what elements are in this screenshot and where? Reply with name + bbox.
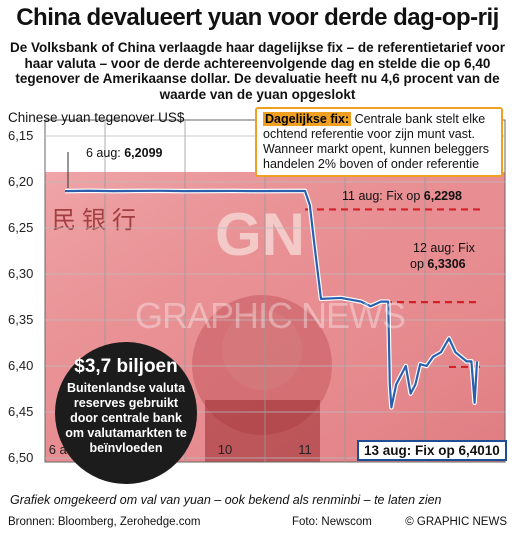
series-line-yuan xyxy=(64,189,479,409)
subtitle: De Volksbank of China verlaagde haar dag… xyxy=(10,40,505,102)
x-tick-3: 11 xyxy=(298,442,312,457)
fix-11-value: 6,2298 xyxy=(424,189,462,203)
fix-12-value: 6,3306 xyxy=(427,257,465,271)
start-annotation-label: 6 aug: xyxy=(86,146,124,160)
y-tick-0: 6,15 xyxy=(8,128,33,143)
footnote: Grafiek omgekeerd om val van yuan – ook … xyxy=(10,493,442,507)
watermark: GRAPHIC NEWS xyxy=(135,295,405,336)
fix-13-value: 6,4010 xyxy=(458,443,500,458)
reserves-bubble: $3,7 biljoen Buitenlandse valuta reserve… xyxy=(55,342,197,484)
banknote-background: 民 银 行 GN xyxy=(45,172,505,462)
fix-12-label2: op xyxy=(410,257,427,271)
y-axis-label: Chinese yuan tegenover US$ xyxy=(8,110,185,125)
svg-text:民 银 行: 民 银 行 xyxy=(52,207,136,234)
y-tick-5: 6,40 xyxy=(8,358,33,373)
sources: Bronnen: Bloomberg, Zerohedge.com xyxy=(8,516,201,528)
fix-11-annotation: 11 aug: Fix op 6,2298 xyxy=(342,189,462,203)
callout-heading: Dagelijkse fix: xyxy=(263,112,352,126)
start-annotation-value: 6,2099 xyxy=(124,146,162,160)
chart: 民 银 行 GN 6,15 6,20 6,25 6,30 6,35 6,40 6,45 6,5… xyxy=(8,110,506,465)
y-tick-labels: 6,15 6,20 6,25 6,30 6,35 6,40 6,45 6,50 xyxy=(8,128,33,465)
svg-text:GN: GN xyxy=(215,201,305,268)
series-line xyxy=(64,188,480,410)
brand-credit: © GRAPHIC NEWS xyxy=(405,516,507,528)
fix-13-label: 13 aug: Fix op xyxy=(364,443,459,458)
fix-12-annotation-2: op 6,3306 xyxy=(410,257,466,271)
start-annotation: 6 aug: 6,2099 xyxy=(86,146,163,160)
reserves-text: Buitenlandse valuta reserves gebruikt do… xyxy=(65,381,187,455)
callout-text: Centrale bank stelt elke ochtend referen… xyxy=(263,112,490,171)
daily-fix-callout: Dagelijkse fix: Centrale bank stelt elke… xyxy=(255,107,503,177)
y-tick-2: 6,25 xyxy=(8,220,33,235)
photo-credit: Foto: Newscom xyxy=(292,516,372,528)
y-tick-4: 6,35 xyxy=(8,312,33,327)
fix-13-annotation: 13 aug: Fix op 6,4010 xyxy=(357,440,507,461)
reserves-amount: $3,7 biljoen xyxy=(74,356,178,377)
x-tick-2: 10 xyxy=(218,442,232,457)
fix-12-annotation: 12 aug: Fix xyxy=(413,241,476,255)
y-tick-3: 6,30 xyxy=(8,266,33,281)
y-tick-7: 6,50 xyxy=(8,450,33,465)
y-tick-6: 6,45 xyxy=(8,404,33,419)
y-tick-1: 6,20 xyxy=(8,174,33,189)
page-title: China devalueert yuan voor derde dag-op-… xyxy=(16,4,499,31)
fix-11-label: 11 aug: Fix op xyxy=(342,189,424,203)
